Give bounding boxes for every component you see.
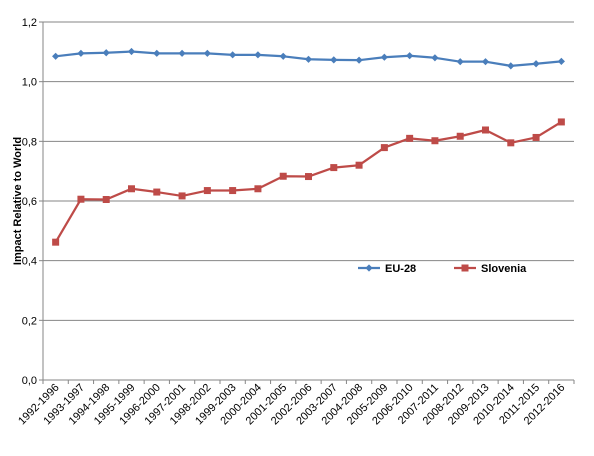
data-point-eu-28: [254, 51, 262, 59]
legend-marker-slovenia: [461, 264, 469, 272]
y-axis-title: Impact Relative to World: [12, 137, 24, 265]
data-point-eu-28: [279, 52, 287, 60]
data-point-slovenia: [102, 196, 110, 204]
y-tick-label: 0,6: [22, 196, 37, 208]
data-point-slovenia: [279, 172, 287, 180]
data-point-eu-28: [507, 62, 515, 70]
data-point-slovenia: [254, 185, 262, 193]
data-point-eu-28: [127, 47, 136, 56]
legend-marker-eu-28: [365, 264, 373, 272]
legend: EU-28 Slovenia: [358, 263, 527, 275]
data-point-eu-28: [77, 49, 85, 57]
data-point-slovenia: [305, 173, 312, 181]
data-point-eu-28: [557, 57, 565, 65]
data-point-eu-28: [406, 52, 414, 60]
data-point-eu-28: [178, 49, 186, 57]
data-point-eu-28: [532, 60, 540, 68]
data-point-eu-28: [304, 55, 313, 63]
data-point-eu-28: [355, 56, 363, 64]
data-point-slovenia: [153, 188, 161, 196]
y-tick-label: 0,0: [22, 375, 37, 387]
series-slovenia: [52, 118, 565, 246]
data-point-slovenia: [355, 161, 363, 169]
data-point-eu-28: [481, 58, 490, 66]
y-tick-label: 0,2: [22, 315, 37, 327]
y-tick-labels: 0,0 0,2 0,4 0,6 0,8 1,0 1,2: [22, 17, 43, 387]
data-point-slovenia: [557, 118, 565, 126]
data-point-eu-28: [456, 58, 464, 66]
data-point-eu-28: [229, 51, 237, 59]
series-eu-28: [52, 47, 565, 70]
y-tick-label: 1,0: [22, 77, 37, 89]
series-line-slovenia: [54, 120, 562, 243]
data-point-slovenia: [330, 164, 338, 172]
data-point-eu-28: [431, 54, 439, 62]
data-point-slovenia: [52, 238, 60, 246]
data-point-eu-28: [153, 49, 161, 57]
data-point-slovenia: [128, 185, 135, 193]
data-point-eu-28: [102, 49, 110, 57]
series-group: [52, 47, 565, 246]
data-point-eu-28: [52, 52, 60, 60]
data-point-eu-28: [330, 56, 338, 64]
x-tick-labels: 1992-19961993-19971994-19981995-19991996…: [16, 380, 575, 427]
gridlines: [43, 21, 574, 321]
data-point-slovenia: [178, 192, 186, 200]
data-point-slovenia: [431, 137, 439, 145]
y-tick-label: 0,4: [22, 256, 37, 268]
data-point-slovenia: [203, 187, 211, 195]
y-tick-label: 0,8: [22, 136, 37, 148]
data-point-slovenia: [532, 133, 540, 141]
data-point-slovenia: [406, 134, 414, 142]
data-point-slovenia: [507, 139, 515, 147]
data-point-slovenia: [229, 187, 237, 195]
data-point-slovenia: [456, 132, 464, 140]
data-point-eu-28: [203, 49, 211, 57]
legend-label-eu-28: EU-28: [385, 263, 416, 275]
data-point-slovenia: [380, 144, 388, 152]
legend-label-slovenia: Slovenia: [481, 263, 527, 275]
data-point-slovenia: [77, 195, 85, 203]
y-tick-label: 1,2: [22, 17, 37, 29]
data-point-eu-28: [380, 53, 388, 61]
data-point-slovenia: [482, 126, 489, 134]
